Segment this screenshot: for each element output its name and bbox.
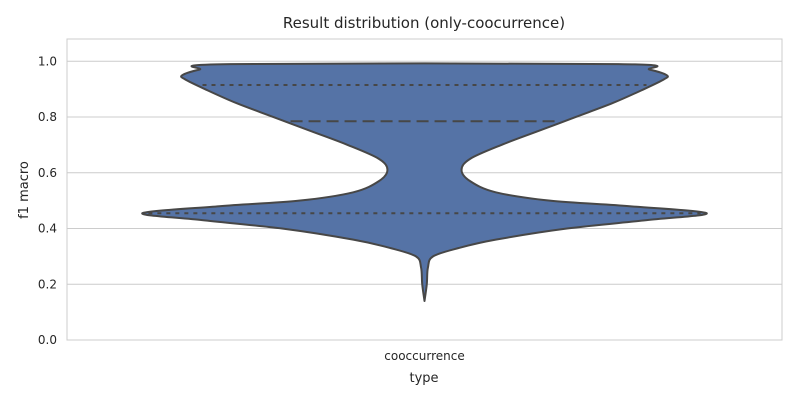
y-tick-label: 0.6 (38, 166, 57, 180)
y-tick-label: 0.0 (38, 333, 57, 347)
x-tick-labels: cooccurrence (384, 349, 464, 363)
plot-frame (66, 38, 783, 341)
x-tick-label: cooccurrence (384, 349, 464, 363)
y-tick-label: 0.8 (38, 110, 57, 124)
violin-layer (141, 62, 708, 302)
y-tick-label: 0.4 (38, 222, 57, 236)
y-tick-label: 0.2 (38, 277, 57, 291)
y-tick-label: 1.0 (38, 54, 57, 68)
chart-title: Result distribution (only-coocurrence) (283, 14, 565, 32)
violin-body (141, 62, 708, 302)
y-axis-title: f1 macro (17, 161, 32, 219)
y-tick-labels: 0.0 0.2 0.4 0.6 0.8 1.0 (38, 54, 57, 347)
x-axis-title: type (409, 371, 438, 386)
